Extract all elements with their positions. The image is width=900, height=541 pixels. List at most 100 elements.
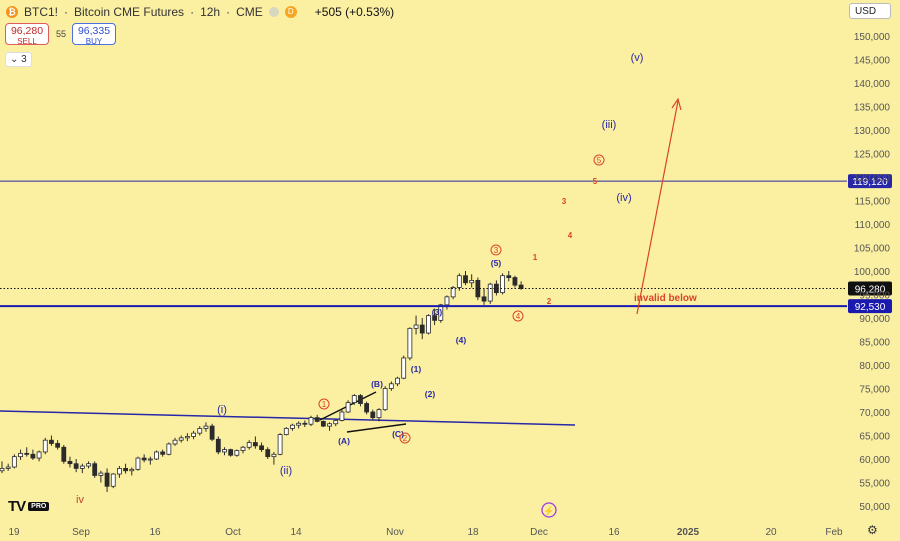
candle-body: [11, 456, 17, 468]
candle: [314, 414, 320, 423]
y-tick-label: 110,000: [855, 220, 891, 231]
candle-body: [92, 463, 98, 476]
candle: [308, 415, 314, 427]
candle-body: [36, 451, 42, 459]
candle-body: [222, 449, 227, 453]
candle-body: [110, 473, 116, 487]
axes: 50,000 55,000 60,000 65,000 70,000 75,000 80,0…: [8, 32, 890, 538]
candle: [364, 401, 370, 415]
candle: [178, 435, 184, 443]
invalid-below-annotation: invalid below: [634, 293, 697, 304]
candle-body: [191, 432, 196, 437]
candle: [277, 433, 283, 456]
candle: [290, 423, 295, 431]
wave-label-circled-text: 3: [494, 246, 499, 255]
wave-label-circle: [490, 244, 502, 256]
candle-body: [388, 383, 394, 389]
x-tick-label: 16: [608, 527, 620, 538]
candle-body: [438, 304, 444, 321]
x-tick-label: Nov: [386, 527, 404, 538]
price-badge-label: 92,530: [855, 302, 886, 313]
tv-logo-icon: TV: [8, 498, 26, 515]
candle: [222, 447, 227, 456]
x-tick-label: 20: [765, 527, 777, 538]
candles-group: [0, 271, 524, 492]
candle: [240, 445, 246, 454]
candle: [123, 463, 128, 474]
candle: [456, 273, 462, 291]
tradingview-logo[interactable]: TV PRO: [8, 498, 50, 515]
y-tick-label: 120,000: [854, 173, 891, 184]
candle-body: [296, 422, 302, 426]
x-tick-label: 2025: [677, 527, 700, 538]
candle-body: [308, 417, 314, 425]
candle-body: [456, 275, 462, 288]
y-tick-label: 60,000: [859, 455, 890, 466]
candle-body: [419, 324, 425, 334]
candle-body: [30, 453, 36, 459]
x-tick-label: 18: [467, 527, 479, 538]
sell-price: 96,280: [10, 25, 44, 37]
candle: [413, 315, 419, 335]
candle: [67, 456, 73, 468]
symbol[interactable]: BTC1!: [24, 5, 59, 19]
gear-icon[interactable]: ⚙: [867, 523, 878, 537]
candle: [61, 444, 67, 464]
candle-body: [512, 277, 518, 286]
sell-button[interactable]: 96,280 SELL: [5, 23, 49, 46]
candle: [234, 449, 240, 457]
candle-body: [314, 417, 320, 422]
candle: [184, 433, 190, 442]
y-tick-label: 55,000: [859, 479, 890, 490]
candle: [444, 295, 450, 310]
candle: [42, 437, 48, 455]
candle: [296, 421, 302, 429]
y-tick-label: 135,000: [854, 103, 891, 114]
wave-label-blue: (5): [491, 258, 502, 268]
x-tick-label: Dec: [530, 527, 548, 538]
wave-label-blue: (iv): [616, 192, 631, 204]
candle-body: [271, 453, 277, 458]
wave-label-circled-text: 5: [597, 156, 602, 165]
candle: [395, 376, 400, 387]
y-tick-label: 50,000: [859, 502, 890, 513]
candle-body: [203, 425, 209, 429]
candle: [351, 394, 357, 405]
candle: [160, 449, 166, 457]
candle-body: [283, 428, 289, 435]
y-tick-label: 145,000: [854, 56, 891, 67]
indicators-toggle-button[interactable]: ⌄ 3: [5, 52, 32, 67]
buy-button[interactable]: 96,335 BUY: [72, 23, 116, 46]
candle: [382, 386, 388, 412]
y-tick-label: 115,000: [855, 197, 891, 208]
candle-body: [240, 446, 246, 451]
candle: [55, 440, 61, 450]
candle: [518, 281, 524, 290]
candle: [24, 447, 30, 457]
y-tick-label: 65,000: [859, 432, 890, 443]
y-tick-label: 80,000: [859, 361, 890, 372]
candle: [92, 461, 98, 478]
candle: [73, 459, 79, 473]
candle: [333, 419, 339, 427]
wave-label-blue: (B): [371, 379, 383, 389]
currency-select[interactable]: USD: [849, 3, 891, 19]
candle-body: [395, 377, 400, 385]
candle-body: [382, 388, 388, 411]
x-tick-label: Sep: [72, 527, 90, 538]
interval[interactable]: 12h: [200, 5, 221, 19]
candle-body: [333, 420, 339, 425]
wave-label-blue: (iii): [602, 119, 617, 131]
candle: [401, 355, 407, 380]
candle-body: [228, 449, 234, 456]
candle-body: [49, 439, 54, 444]
alert-icon[interactable]: ⚡: [541, 502, 557, 518]
candle-body: [79, 465, 85, 469]
candle-body: [135, 457, 141, 470]
candle-body: [42, 439, 48, 453]
candle-body: [469, 279, 475, 284]
candle-body: [246, 442, 252, 448]
candle: [370, 409, 376, 421]
candle-body: [147, 458, 153, 461]
